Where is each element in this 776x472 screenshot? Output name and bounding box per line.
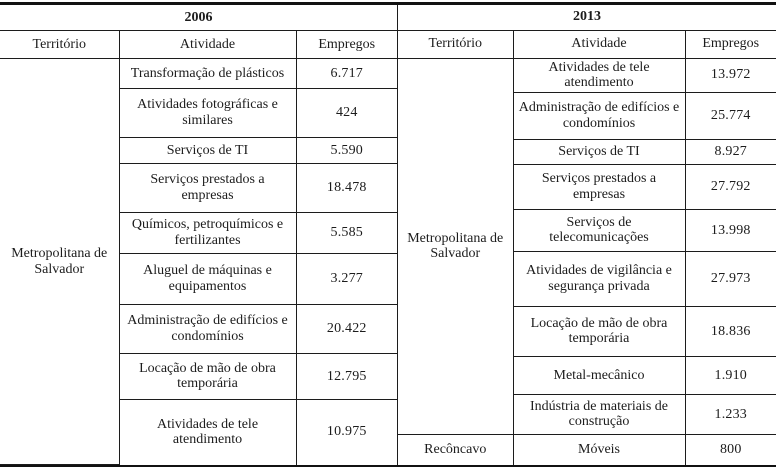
territorio-cell-2006: Metropolitana de Salvador <box>0 58 120 466</box>
atividade-cell: Locação de mão de obra temporária <box>513 305 686 357</box>
atividade-cell: Administração de edifícios e condomínios <box>119 303 297 355</box>
table-row: Atividades de tele atendimento 10.975 <box>0 398 397 465</box>
table-row: Metropolitana de Salvador Transformação … <box>0 58 397 466</box>
table-row: Serviços de telecomunicações 13.998 <box>398 208 776 252</box>
territorio-cell-reconcavo: Recôncavo <box>398 433 514 466</box>
atividade-cell: Químicos, petroquímicos e fertilizantes <box>119 211 297 255</box>
col-header-atividade-2013: Atividade <box>512 29 686 59</box>
atividade-cell: Atividades de vigilância e segurança pri… <box>513 250 686 307</box>
atividade-cell: Locação de mão de obra temporária <box>119 353 297 400</box>
table-row: Metal-mecânico 1.910 <box>398 355 776 395</box>
table-row-reconcavo: Recôncavo Móveis 800 <box>398 433 776 466</box>
atividade-cell: Atividades fotográficas e similares <box>119 88 297 138</box>
territorio-cell-2013: Metropolitana de Salvador <box>398 57 514 435</box>
table-row: Locação de mão de obra temporária 12.795 <box>0 353 397 400</box>
empregos-cell: 3.277 <box>295 253 397 305</box>
empregos-cell: 424 <box>295 88 397 138</box>
empregos-cell: 800 <box>684 433 776 466</box>
empregos-cell: 27.792 <box>684 163 776 210</box>
empregos-cell: 5.590 <box>295 136 397 165</box>
atividade-cell: Móveis <box>512 433 686 466</box>
empregos-cell: 13.972 <box>684 57 776 93</box>
empregos-cell: 8.927 <box>684 138 776 165</box>
table-row: Administração de edifícios e condomínios… <box>0 303 397 355</box>
atividade-cell: Serviços de TI <box>513 138 686 165</box>
atividade-cell: Serviços de TI <box>119 136 297 165</box>
atividade-cell: Serviços prestados a empresas <box>513 163 686 210</box>
empregos-cell: 20.422 <box>295 303 397 355</box>
empregos-cell: 10.975 <box>295 398 397 465</box>
atividade-cell: Atividades de tele atendimento <box>119 398 297 465</box>
empregos-cell: 1.233 <box>684 393 776 435</box>
table-row: Aluguel de máquinas e equipamentos 3.277 <box>0 253 397 305</box>
table-row: Atividades de vigilância e segurança pri… <box>398 250 776 307</box>
table-2006: 2006 Território Atividade Empregos Metro… <box>0 5 397 466</box>
atividade-cell: Transformação de plásticos <box>118 58 297 90</box>
table-row: Serviços prestados a empresas 18.478 <box>0 163 397 213</box>
empregos-cell: 5.585 <box>295 211 397 255</box>
table-row: Locação de mão de obra temporária 18.836 <box>398 305 776 357</box>
empregos-cell: 18.478 <box>295 163 397 213</box>
empregos-cell: 13.998 <box>684 208 776 252</box>
atividade-cell: Metal-mecânico <box>513 355 686 395</box>
atividade-cell: Administração de edifícios e condomínios <box>513 91 686 140</box>
empregos-cell: 12.795 <box>295 353 397 400</box>
table-row: Metropolitana de Salvador Atividades de … <box>398 57 776 435</box>
year-header-2013: 2013 <box>398 5 776 31</box>
atividade-cell: Serviços de telecomunicações <box>513 208 686 252</box>
atividade-cell: Atividades de tele atendimento <box>512 57 686 93</box>
atividade-cell: Aluguel de máquinas e equipamentos <box>119 253 297 305</box>
table-row: Químicos, petroquímicos e fertilizantes … <box>0 211 397 255</box>
half-divider-line <box>397 5 398 466</box>
atividade-cell: Serviços prestados a empresas <box>119 163 297 213</box>
col-header-empregos-2006: Empregos <box>295 29 397 60</box>
col-header-territorio-2013: Território <box>398 29 514 59</box>
table-row: Serviços prestados a empresas 27.792 <box>398 163 776 210</box>
empregos-cell: 27.973 <box>684 250 776 307</box>
col-header-empregos-2013: Empregos <box>684 29 776 59</box>
table-row: Administração de edifícios e condomínios… <box>398 91 776 140</box>
empregos-cell: 18.836 <box>684 305 776 357</box>
table-row: Serviços de TI 8.927 <box>398 138 776 165</box>
year-header-2006: 2006 <box>0 5 397 31</box>
empregos-cell: 1.910 <box>684 355 776 395</box>
atividade-cell: Indústria de materiais de construção <box>513 393 686 435</box>
table-2013: 2013 Território Atividade Empregos Metro… <box>398 5 776 466</box>
empregos-cell: 6.717 <box>295 58 397 90</box>
col-header-atividade-2006: Atividade <box>118 29 297 60</box>
table-row: Serviços de TI 5.590 <box>0 136 397 165</box>
empregos-cell: 25.774 <box>684 91 776 140</box>
col-header-territorio-2006: Território <box>0 29 120 60</box>
table-row: Atividades fotográficas e similares 424 <box>0 88 397 138</box>
